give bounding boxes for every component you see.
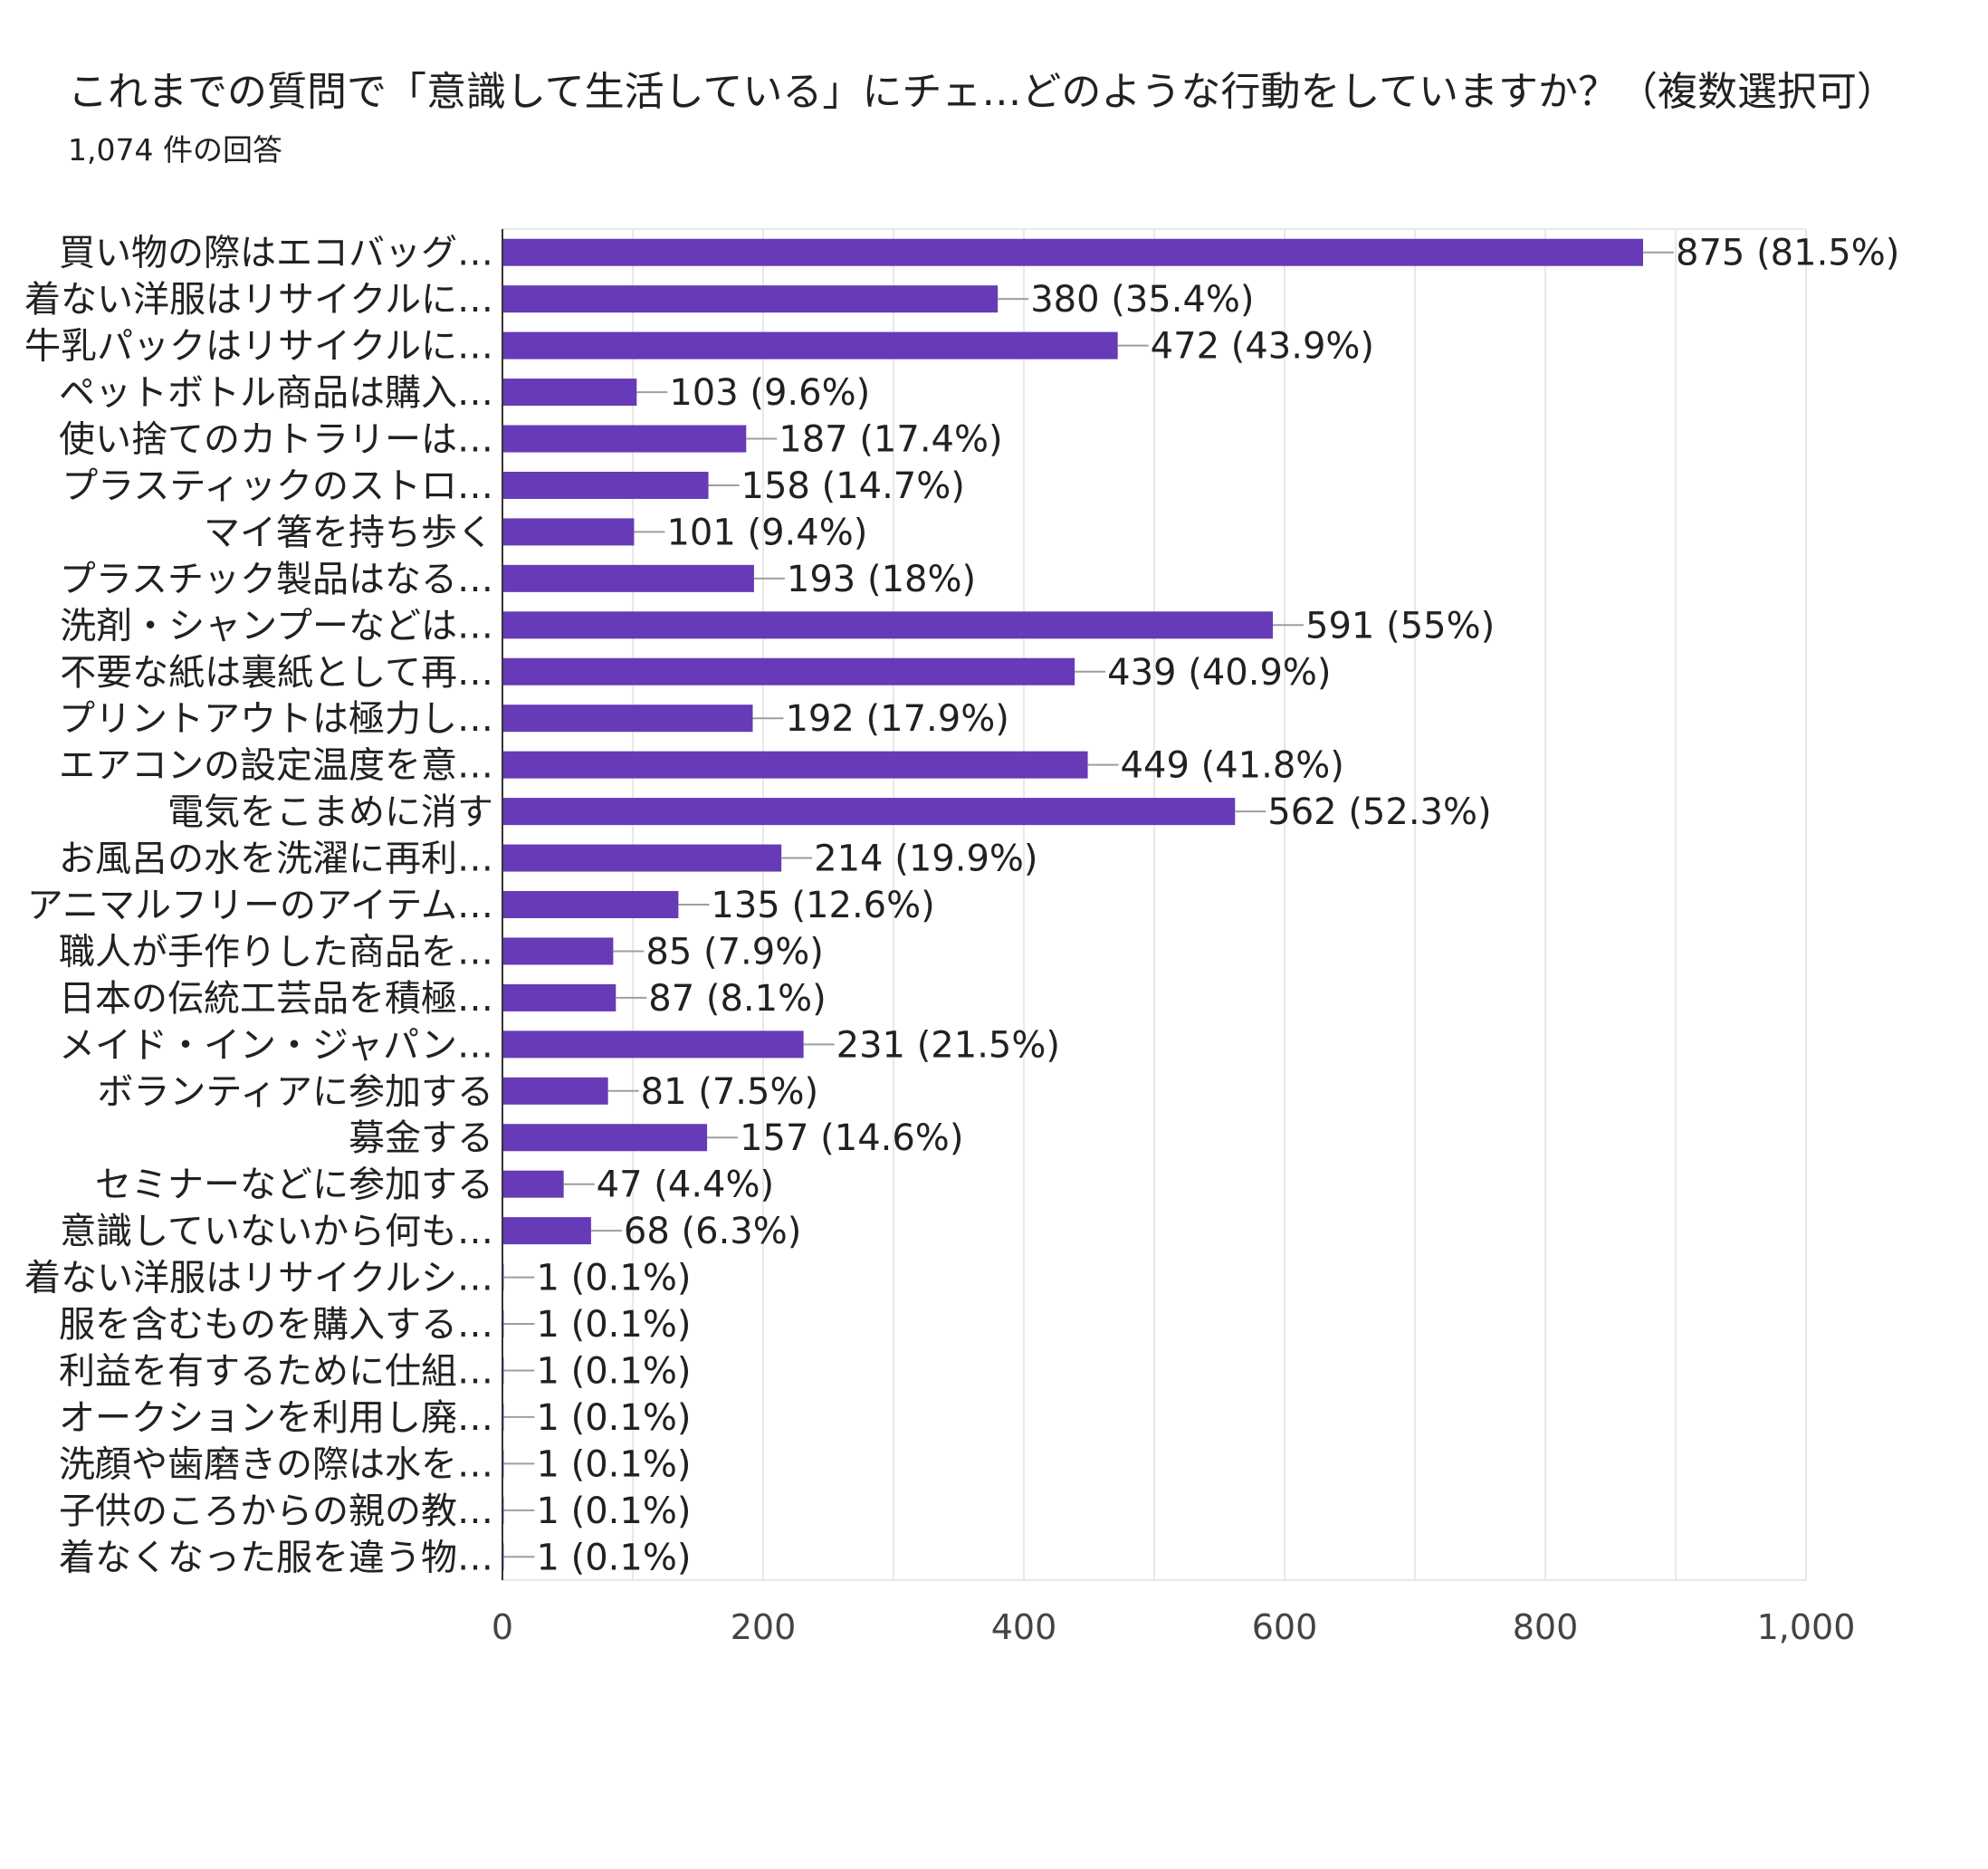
x-tick-label: 200 <box>731 1607 797 1647</box>
bar <box>502 564 754 592</box>
bar <box>502 657 1075 685</box>
category-label: 募金する <box>349 1117 493 1159</box>
data-label: 439 (40.9%) <box>1107 652 1331 694</box>
category-label: 着ない洋服はリサイクルシ… <box>24 1258 493 1299</box>
category-label: 着なくなった服を違う物… <box>59 1537 493 1578</box>
category-label: 服を含むものを購入する… <box>59 1304 493 1346</box>
bar <box>502 1217 591 1245</box>
x-tick-label: 0 <box>492 1607 513 1647</box>
data-label: 214 (19.9%) <box>814 839 1037 880</box>
data-label: 192 (17.9%) <box>785 698 1008 740</box>
bar <box>502 1124 708 1152</box>
category-label: 買い物の際はエコバッグ… <box>59 233 493 274</box>
category-label: ペットボトル商品は購入… <box>59 372 493 414</box>
bar <box>502 983 616 1011</box>
bar <box>502 425 747 453</box>
category-label: 使い捨てのカトラリーは… <box>59 419 493 461</box>
bar <box>502 238 1643 266</box>
category-label: 子供のころからの親の教… <box>59 1490 493 1532</box>
data-label: 562 (52.3%) <box>1267 791 1491 833</box>
data-label: 103 (9.6%) <box>669 372 870 414</box>
data-label: 449 (41.8%) <box>1121 745 1344 787</box>
x-tick-label: 1,000 <box>1757 1607 1856 1647</box>
data-label: 158 (14.7%) <box>741 465 965 507</box>
chart-title: これまでの質問で「意識して生活している」にチェ…どのような行動をしていますか？（… <box>68 69 1897 115</box>
category-label: セミナーなどに参加する <box>95 1165 493 1206</box>
response-count: 1,074 件の回答 <box>68 132 282 168</box>
category-label: プラスティックのストロ… <box>62 465 493 507</box>
category-label: メイド・イン・ジャパン… <box>59 1024 493 1066</box>
data-label: 68 (6.3%) <box>624 1211 801 1252</box>
category-label: 着ない洋服はリサイクルに… <box>24 279 493 321</box>
category-label: プリントアウトは極力し… <box>59 698 493 740</box>
category-label: 日本の伝統工芸品を積極… <box>59 978 493 1020</box>
gridlines <box>502 228 1807 1581</box>
data-label: 135 (12.6%) <box>711 885 934 926</box>
category-label: 意識していないから何も… <box>60 1211 493 1252</box>
data-label: 85 (7.9%) <box>645 931 823 973</box>
category-label: プラスチック製品はなる… <box>60 559 493 600</box>
category-label: アニマルフリーのアイテム… <box>27 885 493 926</box>
value-labels: 875 (81.5%) 380 (35.4%) 472 (43.9%) 103 (9.… <box>536 233 1899 1579</box>
bar <box>502 704 753 733</box>
data-label: 1 (0.1%) <box>536 1397 691 1439</box>
data-label: 101 (9.4%) <box>666 512 867 553</box>
data-label: 187 (17.4%) <box>779 419 1002 461</box>
category-label: 洗剤・シャンプーなどは… <box>60 605 493 647</box>
data-label: 47 (4.4%) <box>597 1165 774 1206</box>
data-label: 591 (55%) <box>1305 605 1495 647</box>
bar <box>502 798 1236 826</box>
data-label: 81 (7.5%) <box>641 1071 818 1113</box>
category-label: 利益を有するために仕組… <box>59 1350 493 1392</box>
x-tick-label: 800 <box>1513 1607 1579 1647</box>
data-label: 380 (35.4%) <box>1030 279 1254 321</box>
x-tick-label: 400 <box>991 1607 1057 1647</box>
data-label: 1 (0.1%) <box>536 1350 691 1392</box>
category-label: 洗顔や歯磨きの際は水を… <box>59 1443 493 1485</box>
bar <box>502 751 1088 779</box>
data-label: 1 (0.1%) <box>536 1490 691 1532</box>
category-label: ボランティアに参加する <box>97 1071 493 1113</box>
bar <box>502 518 635 546</box>
data-label: 1 (0.1%) <box>536 1443 691 1485</box>
category-label: エアコンの設定温度を意… <box>59 745 493 787</box>
x-tick-label: 600 <box>1252 1607 1318 1647</box>
bar <box>502 379 637 407</box>
bar <box>502 844 782 872</box>
bar <box>502 937 614 965</box>
category-label: 電気をこまめに消す <box>167 791 493 833</box>
bar <box>502 891 679 918</box>
category-label: お風呂の水を洗濯に再利… <box>59 839 493 880</box>
data-label: 472 (43.9%) <box>1151 326 1374 368</box>
leader-lines <box>503 251 1674 1558</box>
category-label: オークションを利用し廃… <box>59 1397 493 1439</box>
category-label: 牛乳パックはリサイクルに… <box>24 326 493 368</box>
x-axis-ticks: 0 200 400 600 800 1,000 <box>492 1607 1855 1647</box>
bar <box>502 285 999 313</box>
category-label: 職人が手作りした商品を… <box>59 931 493 973</box>
category-labels: 買い物の際はエコバッグ… 着ない洋服はリサイクルに… 牛乳パックはリサイクルに…ペッ… <box>24 233 493 1579</box>
data-label: 1 (0.1%) <box>536 1537 691 1578</box>
data-label: 193 (18%) <box>787 559 976 600</box>
bar <box>502 1030 804 1059</box>
bar <box>502 471 709 499</box>
bar <box>502 331 1118 359</box>
data-label: 1 (0.1%) <box>536 1304 691 1346</box>
bar <box>502 1170 564 1198</box>
bar <box>502 1077 608 1105</box>
category-label: マイ箸を持ち歩く <box>204 512 493 553</box>
data-label: 1 (0.1%) <box>536 1258 691 1299</box>
data-label: 875 (81.5%) <box>1676 233 1899 274</box>
data-label: 157 (14.6%) <box>740 1117 963 1159</box>
data-label: 231 (21.5%) <box>836 1024 1060 1066</box>
bar <box>502 611 1274 639</box>
category-label: 不要な紙は裏紙として再… <box>60 652 493 694</box>
data-label: 87 (8.1%) <box>648 978 826 1020</box>
bars <box>502 238 1643 1571</box>
